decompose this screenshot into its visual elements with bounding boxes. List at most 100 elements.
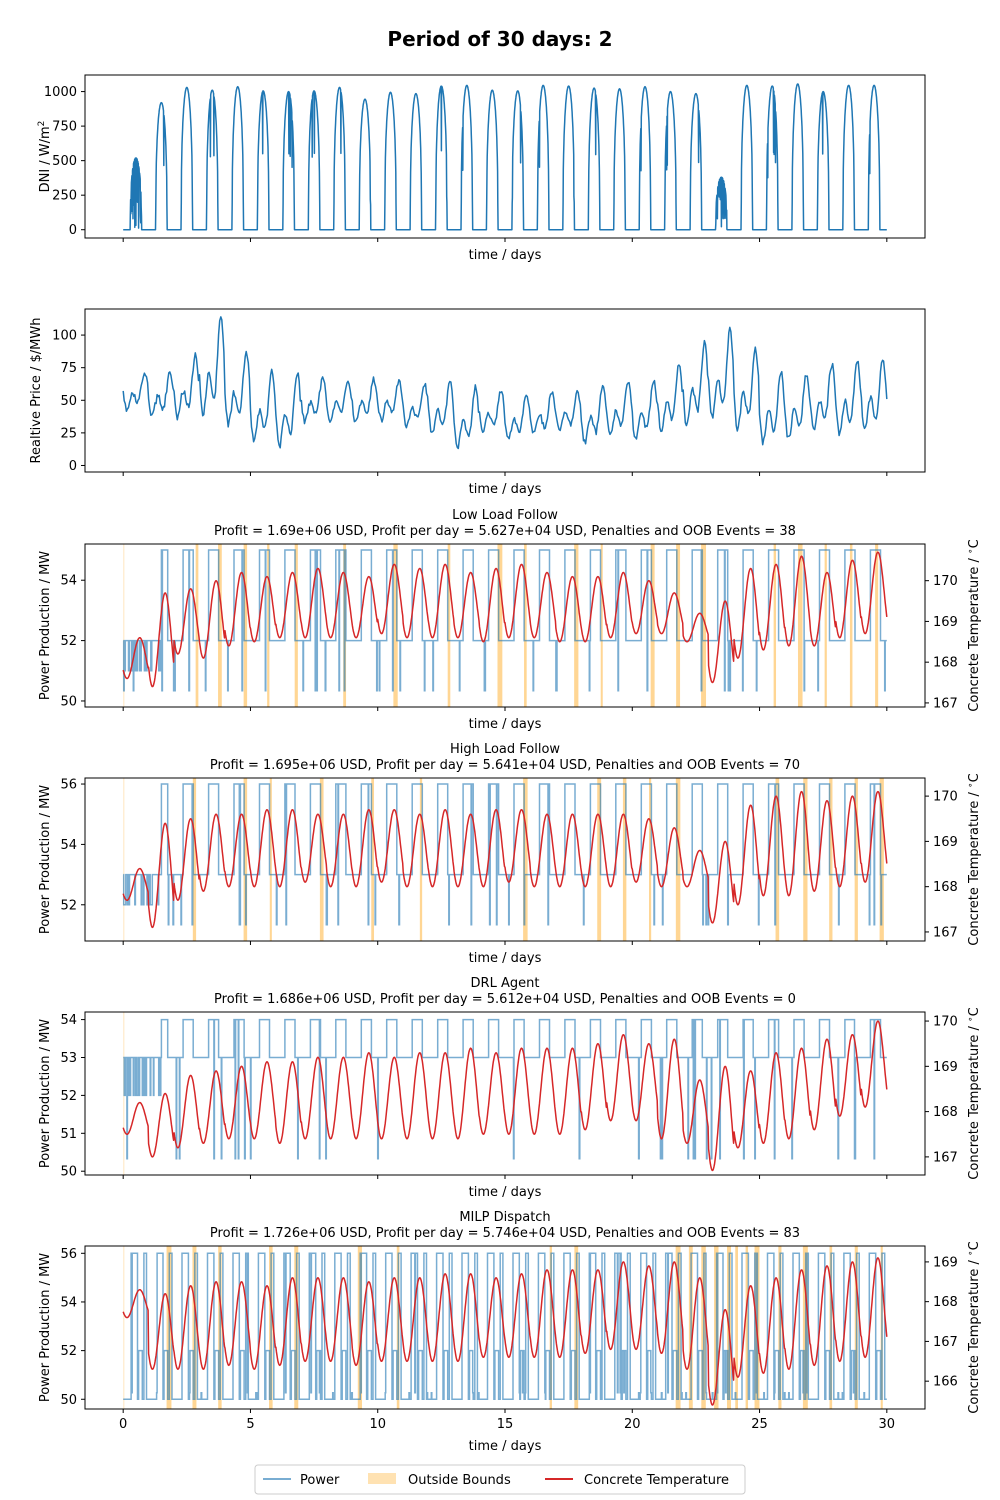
y-axis-label-right: Concrete Temperature / ∘C [966, 539, 982, 711]
y-tick-label: 51 [60, 1127, 77, 1142]
power-series-line [122, 549, 887, 692]
oob-span [523, 778, 528, 941]
y-tick-label: 52 [60, 1344, 77, 1359]
y-axis-label: Power Production / MW [38, 551, 53, 700]
oob-span [574, 544, 579, 707]
oob-span [854, 778, 858, 941]
degree-sign: ∘ [966, 548, 976, 554]
y-axis-label-right: Concrete Temperature / ∘C [966, 773, 982, 945]
subplot-2: 0 25 50 75 100 time / days Realtive Price / $/… [29, 308, 926, 497]
legend-oob-swatch [368, 1473, 396, 1484]
y-tick-label: 50 [60, 1165, 77, 1180]
oob-span [393, 544, 398, 707]
unit: C [967, 773, 982, 782]
x-tick-label: 25 [751, 1417, 768, 1432]
y-tick-label: 52 [60, 898, 77, 913]
oob-span [849, 544, 853, 707]
x-axis-label: time / days [469, 1439, 542, 1454]
dni-series-line [122, 83, 888, 231]
x-axis-label: time / days [469, 717, 542, 732]
y-tick-label: 750 [52, 120, 77, 135]
subplot-title: High Load Follow [450, 742, 560, 757]
oob-span [294, 544, 298, 707]
subplot-1: 0 250 500 750 1000 time / days DNI / W/m2 [37, 74, 926, 263]
oob-span [218, 544, 222, 707]
oob-span [875, 544, 879, 707]
y-tick-label: 1000 [44, 85, 77, 100]
figure-title: Period of 30 days: 2 [387, 27, 612, 51]
y-tick-label: 50 [60, 1393, 77, 1408]
unit: C [967, 1241, 982, 1250]
y-tick-label: 53 [60, 1051, 77, 1066]
oob-span [803, 778, 808, 941]
y-tick-label: 54 [60, 838, 77, 853]
plot-area [122, 316, 888, 450]
price-series-line [122, 316, 888, 450]
oob-span [675, 778, 681, 941]
y-tick-label-right: 167 [933, 696, 958, 711]
y-tick-label-right: 167 [933, 1335, 958, 1350]
plot-area [122, 83, 888, 231]
oob-span [649, 778, 652, 941]
y-tick-label-right: 167 [933, 925, 958, 940]
subplot-title: DRL Agent [471, 976, 540, 991]
unit: C [967, 539, 982, 548]
y-tick-label-right: 168 [933, 880, 958, 895]
y-axis-label: Realtive Price / $/MWh [29, 318, 44, 464]
oob-span [123, 1246, 125, 1409]
oob-span [371, 778, 375, 941]
y-tick-label: 54 [60, 574, 77, 589]
oob-span [879, 778, 884, 941]
subplot-subtitle: Profit = 1.726e+06 USD, Profit per day =… [210, 1226, 800, 1241]
subplot-subtitle: Profit = 1.695e+06 USD, Profit per day =… [210, 758, 800, 773]
oob-span [524, 544, 527, 707]
power-series-line [123, 1252, 887, 1401]
oob-span [775, 778, 780, 941]
axes-frame [84, 308, 926, 473]
y-tick-label-right: 170 [933, 790, 958, 805]
y-tick-label: 25 [60, 426, 77, 441]
x-tick-label: 15 [497, 1417, 514, 1432]
y-tick-label-right: 166 [933, 1375, 958, 1390]
y-tick-label: 75 [60, 361, 77, 376]
y-tick-label: 54 [60, 1295, 77, 1310]
plot-area [122, 1246, 888, 1409]
y-tick-label-right: 170 [933, 574, 958, 589]
y-tick-label-right: 169 [933, 835, 958, 850]
oob-span [597, 778, 602, 941]
x-tick-label: 5 [246, 1417, 254, 1432]
power-series-line [122, 783, 887, 926]
subplot-subtitle: Profit = 1.686e+06 USD, Profit per day =… [214, 992, 796, 1007]
y-axis-label: DNI / W/m2 [37, 121, 53, 193]
oob-span [123, 778, 125, 941]
y-axis-label: Power Production / MW [38, 785, 53, 934]
oob-span [123, 544, 125, 707]
y-tick-label: 56 [60, 778, 77, 793]
oob-span [600, 544, 603, 707]
oob-span [701, 544, 707, 707]
y-tick-label-right: 169 [933, 615, 958, 630]
subplot-subtitle: Profit = 1.69e+06 USD, Profit per day = … [214, 524, 796, 539]
y-tick-label-right: 168 [933, 1295, 958, 1310]
y-tick-label: 52 [60, 1089, 77, 1104]
oob-span [269, 778, 272, 941]
oob-span [735, 1246, 738, 1409]
oob-span [622, 778, 627, 941]
plot-area [122, 778, 888, 941]
legend-box [254, 1464, 746, 1495]
unit: C [967, 1007, 982, 1016]
temperature-series-line [122, 1257, 888, 1406]
temperature-series-line [122, 1020, 888, 1172]
plot-area [122, 544, 888, 707]
x-axis-label: time / days [469, 1185, 542, 1200]
y-tick-label: 50 [60, 694, 77, 709]
temperature-series-line [122, 551, 888, 688]
legend-power-label: Power [300, 1473, 340, 1488]
y-tick-label: 54 [60, 1013, 77, 1028]
oob-span [829, 778, 833, 941]
x-axis-label: time / days [469, 482, 542, 497]
